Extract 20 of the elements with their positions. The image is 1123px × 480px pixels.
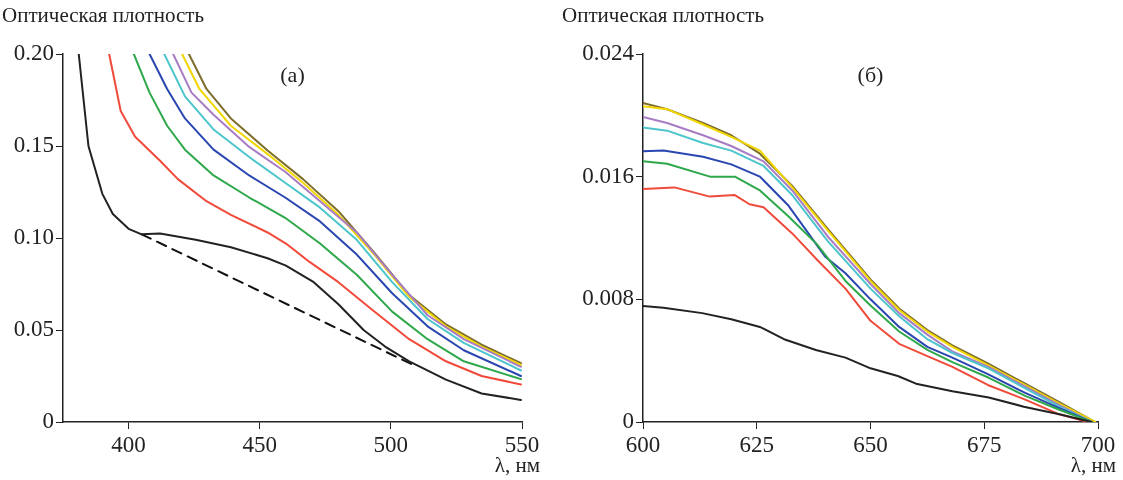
y-tick-label: 0.15 — [13, 132, 54, 158]
x-tick-label: 400 — [111, 431, 146, 457]
y-tick-label: 0.20 — [13, 40, 54, 66]
y-tick-label: 0.016 — [582, 162, 634, 188]
y-axis-title: Оптическая плотность — [562, 3, 765, 27]
y-tick-label: 0.05 — [13, 316, 54, 342]
y-tick-label: 0.008 — [582, 285, 634, 311]
x-tick-label: 450 — [242, 431, 277, 457]
y-axis-title: Оптическая плотность — [2, 3, 205, 27]
annotation: (а) — [280, 62, 305, 87]
x-tick-label: 625 — [739, 431, 774, 457]
y-tick-label: 0.10 — [13, 224, 54, 250]
y-tick-label: 0 — [622, 408, 634, 434]
y-tick-label: 0.024 — [582, 40, 635, 66]
x-tick-label: 675 — [967, 431, 1002, 457]
x-tick-label: 500 — [373, 431, 409, 457]
x-tick-label: 650 — [853, 431, 888, 457]
x-tick-label: 600 — [625, 431, 661, 457]
annotation: (б) — [857, 62, 884, 87]
y-tick-label: 0 — [42, 408, 54, 434]
